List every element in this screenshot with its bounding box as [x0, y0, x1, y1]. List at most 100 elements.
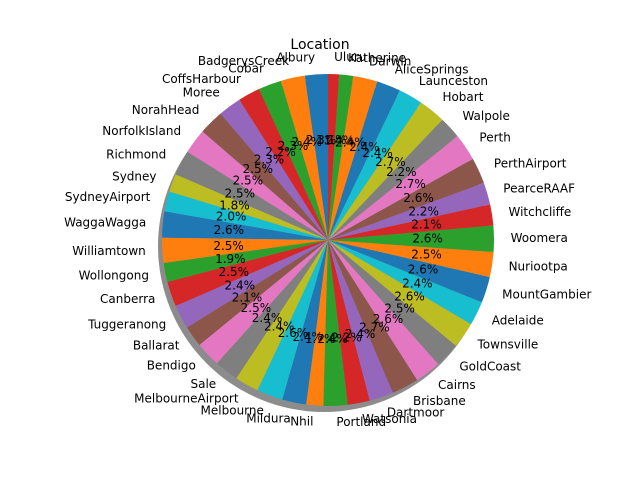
pie-slice	[328, 240, 393, 401]
slice-label: Hobart	[442, 90, 483, 104]
pie-slice	[220, 99, 328, 241]
pie-slice	[175, 240, 328, 328]
percent-label: 2.2%	[386, 165, 417, 179]
percent-label: 2.4%	[349, 140, 380, 154]
chart-title: Location	[290, 37, 349, 53]
slice-label: MelbourneAirport	[134, 392, 239, 406]
pie-slice	[280, 75, 328, 240]
pie-slice	[164, 191, 328, 240]
slice-label: Ballarat	[133, 339, 180, 353]
slice-label: PearceRAAF	[503, 181, 575, 195]
slice-label: NorahHead	[132, 103, 200, 117]
slice-label: WaggaWagga	[64, 215, 146, 229]
percent-label: 2.6%	[412, 232, 443, 246]
pie-slice	[328, 81, 400, 240]
pie-slices	[162, 74, 494, 406]
percent-label: 2.6%	[408, 262, 439, 276]
pie-slice	[175, 151, 328, 240]
percent-label: 2.3%	[306, 133, 337, 147]
slice-label: Sale	[191, 377, 217, 391]
pie-slice	[328, 240, 482, 325]
slice-label: Walpole	[462, 109, 509, 123]
slice-labels: AlburyBadgerysCreekCobarCoffsHarbourMore…	[64, 50, 591, 429]
percent-label: 1.9%	[215, 252, 246, 266]
pie-slice	[328, 240, 490, 303]
slice-label: Portland	[336, 415, 386, 429]
percent-label: 2.5%	[243, 162, 274, 176]
slice-label: SydneyAirport	[65, 190, 151, 204]
pie-slice	[328, 240, 456, 365]
percent-label: 2.5%	[411, 247, 442, 261]
pie-slice	[282, 240, 328, 405]
slice-label: Darwin	[369, 55, 411, 69]
pie-slice	[258, 80, 328, 240]
pie-slice	[328, 240, 472, 346]
pie-slice	[216, 240, 328, 379]
pie-slice	[328, 240, 418, 393]
pie-slice	[304, 74, 328, 240]
slice-label: GoldCoast	[459, 359, 521, 373]
percent-label: 2.6%	[394, 290, 425, 304]
percent-label: 2.6%	[278, 326, 309, 340]
slice-label: PerthAirport	[494, 156, 567, 170]
slice-label: Bendigo	[147, 359, 196, 373]
percent-label: 2.2%	[331, 330, 362, 344]
pie-slice	[163, 240, 328, 283]
percent-label: 2.4%	[264, 319, 295, 333]
pie-slice	[328, 240, 370, 405]
pie-slice	[187, 240, 328, 346]
slice-label: CoffsHarbour	[162, 72, 241, 86]
percent-label: 2.3%	[254, 152, 285, 166]
pie-slice	[202, 113, 328, 240]
slice-label: Richmond	[106, 148, 166, 162]
pie-slice	[328, 119, 458, 240]
slice-label: Nhil	[290, 415, 313, 429]
percent-label: 2.4%	[252, 311, 283, 325]
pie-slice	[162, 211, 328, 240]
percent-label: 2.4%	[292, 330, 323, 344]
pie-slice	[328, 182, 491, 240]
slice-label: Cairns	[438, 378, 476, 392]
slice-label: Townsville	[477, 337, 539, 351]
pie-slice	[328, 136, 473, 240]
percent-label: 2.4%	[335, 135, 366, 149]
percent-label: 2.4%	[225, 279, 256, 293]
percent-label: 2.4%	[362, 146, 393, 160]
slice-label: Tuggeranong	[87, 317, 166, 331]
percent-label: 2.2%	[408, 205, 439, 219]
pie-slice	[328, 102, 443, 240]
slice-label: BadgerysCreek	[198, 54, 289, 68]
slice-label: Sydney	[112, 170, 156, 184]
pie-slice	[328, 75, 378, 240]
pie-slice	[306, 240, 328, 406]
percent-label: 2.7%	[395, 177, 426, 191]
slice-label: Uluru	[334, 50, 366, 64]
slice-label: Launceston	[419, 74, 488, 88]
slice-label: Watsonia	[362, 412, 417, 426]
pie-slice	[328, 240, 494, 278]
percent-label: 2.5%	[233, 173, 264, 187]
percent-label: 2.5%	[225, 186, 256, 200]
percent-label: 1.1%	[316, 133, 347, 147]
pie-slice	[169, 174, 328, 240]
slice-label: Moree	[183, 85, 220, 99]
percent-label: 2.7%	[359, 321, 390, 335]
percent-label: 2.1%	[411, 217, 442, 231]
slice-label: Mildura	[246, 411, 291, 425]
pie-slice	[328, 90, 421, 240]
pie-slice	[199, 240, 328, 364]
pie-slice	[187, 131, 328, 240]
percent-label: 1.4%	[324, 134, 355, 148]
percent-labels: 2.3%2.4%2.3%2.2%2.3%2.5%2.5%2.5%1.8%2.0%…	[213, 133, 443, 346]
percent-label: 2.6%	[373, 312, 404, 326]
pie-slice	[328, 204, 494, 240]
slice-label: NorfolkIsland	[102, 124, 181, 138]
slice-label: Adelaide	[492, 313, 544, 327]
pie-slice	[328, 158, 484, 240]
pie-slice	[257, 240, 328, 400]
percent-label: 2.6%	[214, 223, 245, 237]
percent-label: 2.4%	[402, 277, 433, 291]
pie-slice	[323, 240, 348, 406]
